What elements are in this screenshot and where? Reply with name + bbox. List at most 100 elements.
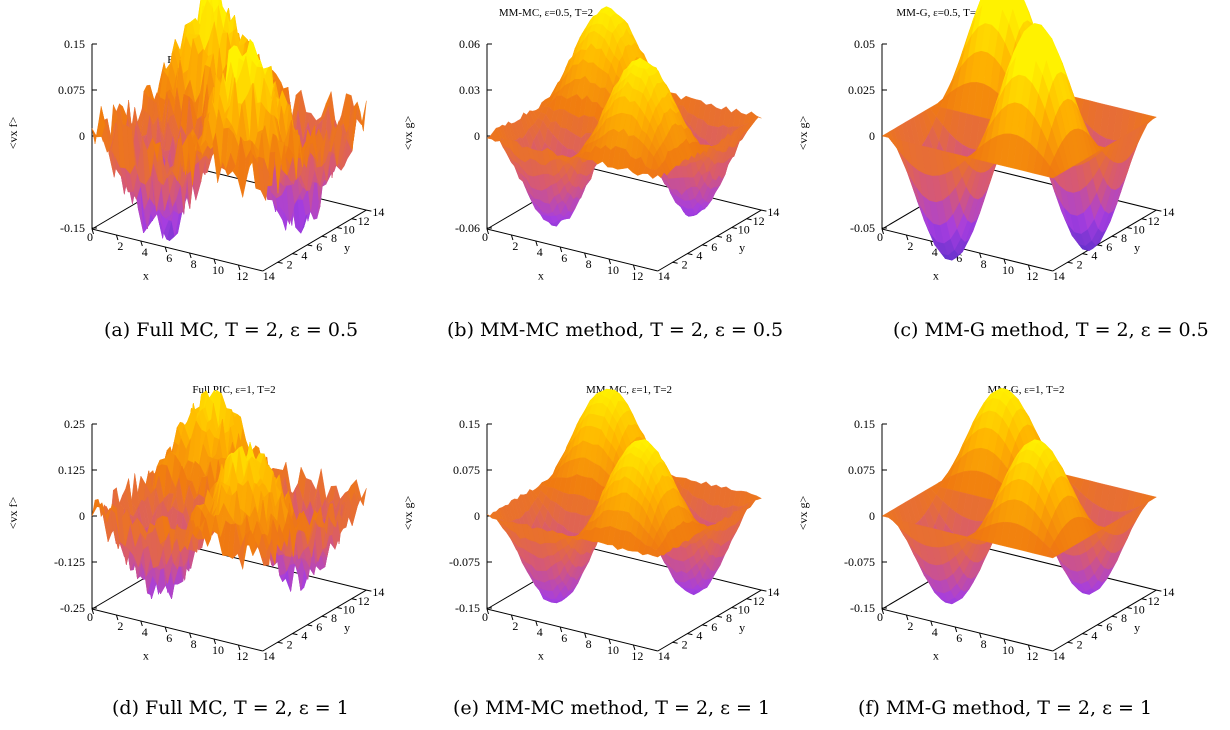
x-axis-line bbox=[91, 228, 263, 272]
y-tick bbox=[292, 253, 298, 256]
z-tick-label: 0.025 bbox=[848, 83, 875, 97]
y-tick-label: 12 bbox=[1148, 214, 1160, 228]
surface-0 bbox=[91, 0, 367, 242]
y-tick bbox=[1141, 218, 1147, 221]
x-tick-label: 0 bbox=[87, 610, 93, 624]
y-tick bbox=[731, 227, 737, 229]
x-tick bbox=[140, 240, 143, 247]
y-tick bbox=[351, 218, 357, 221]
x-tick-label: 6 bbox=[166, 251, 172, 265]
x-tick bbox=[164, 246, 168, 253]
z-tick-label: -0.25 bbox=[60, 601, 85, 615]
x-tick-label: 10 bbox=[1002, 263, 1014, 277]
x-tick bbox=[632, 264, 636, 271]
x-tick-label: 12 bbox=[631, 649, 643, 663]
y-tick-label: 6 bbox=[711, 240, 717, 254]
floor-edge-x bbox=[262, 589, 367, 652]
x-tick-label: 6 bbox=[561, 251, 567, 265]
panel-0: Full PIC, ε=0.5, T=202468101214x24681012… bbox=[6, 0, 384, 283]
x-tick bbox=[535, 240, 538, 247]
x-tick-label: 4 bbox=[537, 625, 543, 639]
y-tick bbox=[731, 607, 737, 609]
z-axis-label: <vx f> bbox=[6, 497, 20, 530]
y-tick-label: 2 bbox=[287, 637, 293, 651]
panel-2: MM-G, ε=0.5, T=202 4 6 8 10 12 14x2468101214y0… bbox=[796, 0, 1174, 283]
y-tick-label: 14 bbox=[372, 585, 384, 599]
x-tick-label: 0 bbox=[87, 230, 93, 244]
y-tick-label: 4 bbox=[301, 249, 307, 263]
x-tick-label: 6 bbox=[561, 631, 567, 645]
y-tick-label: 8 bbox=[726, 611, 732, 625]
y-tick bbox=[1111, 235, 1118, 238]
y-tick-label: 10 bbox=[738, 603, 750, 617]
x-axis-label: x bbox=[143, 269, 149, 283]
x-tick bbox=[237, 264, 241, 271]
x-tick-label: 8 bbox=[981, 257, 987, 271]
y-axis-label: y bbox=[344, 621, 350, 635]
x-tick-label: 2 bbox=[907, 239, 913, 253]
y-tick-label: 12 bbox=[753, 594, 765, 608]
y-tick bbox=[366, 209, 372, 212]
y-tick-label: 8 bbox=[331, 611, 337, 625]
y-tick bbox=[307, 244, 313, 247]
floor-edge-x bbox=[657, 209, 762, 272]
z-tick-label: -0.05 bbox=[850, 221, 875, 235]
x-tick-label: 8 bbox=[586, 637, 592, 651]
x-tick-label: 12 bbox=[1026, 269, 1038, 283]
y-tick bbox=[746, 598, 752, 601]
y-tick-label: 6 bbox=[1106, 240, 1112, 254]
y-tick-label: 2 bbox=[287, 257, 293, 271]
y-axis-label: y bbox=[1134, 241, 1140, 255]
x-tick-label: 8 bbox=[191, 637, 197, 651]
x-tick bbox=[91, 228, 94, 235]
x-tick-label: 6 bbox=[166, 631, 172, 645]
x-axis-label: x bbox=[143, 649, 149, 663]
x-tick-label: 12 bbox=[236, 649, 248, 663]
y-tick bbox=[761, 589, 767, 592]
panel-title: MM-G, ε=0.5, T=2 bbox=[896, 7, 981, 19]
y-tick-label: 10 bbox=[343, 603, 355, 617]
y-tick-label: 12 bbox=[753, 214, 765, 228]
y-tick-label: 14 bbox=[372, 205, 384, 219]
floor-edge-x bbox=[657, 589, 762, 652]
z-tick-label: 0.15 bbox=[459, 417, 480, 431]
z-tick-label: 0 bbox=[474, 129, 480, 143]
z-tick-label: 0 bbox=[79, 129, 85, 143]
y-tick bbox=[307, 624, 313, 627]
x-tick-label: 12 bbox=[631, 269, 643, 283]
y-tick-label: 4 bbox=[696, 249, 702, 263]
x-tick-label: 4 bbox=[537, 245, 543, 259]
y-tick-label: 12 bbox=[358, 214, 370, 228]
y-tick bbox=[702, 244, 708, 247]
y-tick-label: 10 bbox=[738, 223, 750, 237]
x-tick-label: 2 bbox=[117, 239, 123, 253]
x-tick-label: 2 bbox=[117, 619, 123, 633]
y-tick-label: 2 bbox=[682, 257, 688, 271]
z-tick-label: 0 bbox=[79, 509, 85, 523]
y-tick-label: 8 bbox=[331, 231, 337, 245]
y-tick bbox=[366, 589, 372, 592]
x-tick bbox=[608, 258, 611, 265]
y-tick-label: 8 bbox=[1121, 231, 1127, 245]
x-tick bbox=[584, 252, 587, 259]
x-tick-label: 2 bbox=[512, 619, 518, 633]
y-axis-label: y bbox=[344, 241, 350, 255]
panel-3: Full PIC, ε=1, T=202 4 6 8 10 12 14x2468101214… bbox=[6, 384, 384, 663]
z-tick-label: 0.125 bbox=[58, 463, 85, 477]
y-axis-label: y bbox=[739, 621, 745, 635]
y-tick bbox=[1067, 261, 1073, 264]
x-axis-line bbox=[486, 228, 658, 272]
y-tick-label: 4 bbox=[696, 629, 702, 643]
x-tick bbox=[559, 246, 563, 253]
panel-title: MM-MC, ε=0.5, T=2 bbox=[499, 7, 593, 19]
x-tick-label: 2 bbox=[512, 239, 518, 253]
x-axis-label: x bbox=[933, 269, 939, 283]
panel-1: MM-MC, ε=0.5, T=202 4 6 8 10 12 14x2468101214y… bbox=[401, 6, 779, 283]
y-tick bbox=[1126, 227, 1132, 229]
x-tick-label: 10 bbox=[607, 643, 619, 657]
y-tick-label: 2 bbox=[1077, 257, 1083, 271]
z-tick-label: 0.05 bbox=[854, 37, 875, 51]
y-tick bbox=[716, 235, 723, 238]
z-tick-label: 0 bbox=[474, 509, 480, 523]
x-tick-label: 8 bbox=[586, 257, 592, 271]
